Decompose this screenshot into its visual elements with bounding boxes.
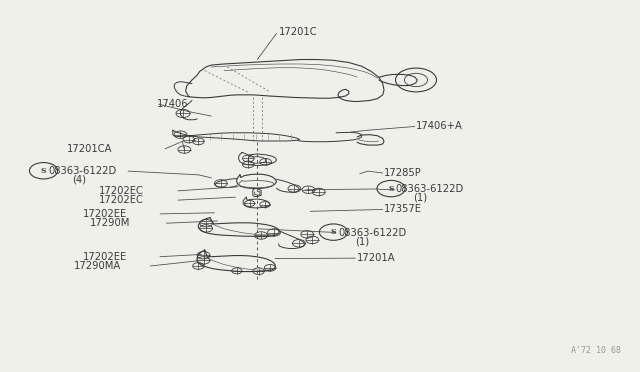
Text: A'72 10 68: A'72 10 68 [571,346,621,355]
Text: 17201C: 17201C [278,27,317,36]
Text: 17202EE: 17202EE [83,252,127,262]
Text: 17201A: 17201A [356,253,395,263]
Text: S: S [41,167,46,175]
Text: 17357E: 17357E [384,205,422,214]
Text: 08363-6122D: 08363-6122D [48,166,116,176]
Text: 17201CA: 17201CA [67,144,113,154]
Text: 08363-6122D: 08363-6122D [338,228,406,237]
Text: (1): (1) [413,192,427,202]
Text: (1): (1) [355,236,369,246]
Text: S: S [331,228,336,236]
Text: 17202EC: 17202EC [99,195,144,205]
Text: 17202EC: 17202EC [99,186,144,196]
Text: 08363-6122D: 08363-6122D [396,184,464,194]
Text: 17406: 17406 [157,99,188,109]
Text: 17285P: 17285P [384,168,422,178]
Text: 17202EE: 17202EE [83,209,127,219]
Text: 17290M: 17290M [90,218,130,228]
Text: (4): (4) [72,174,86,184]
Text: 17406+A: 17406+A [416,122,463,131]
Text: S: S [388,185,394,193]
Text: 17290MA: 17290MA [74,261,121,271]
